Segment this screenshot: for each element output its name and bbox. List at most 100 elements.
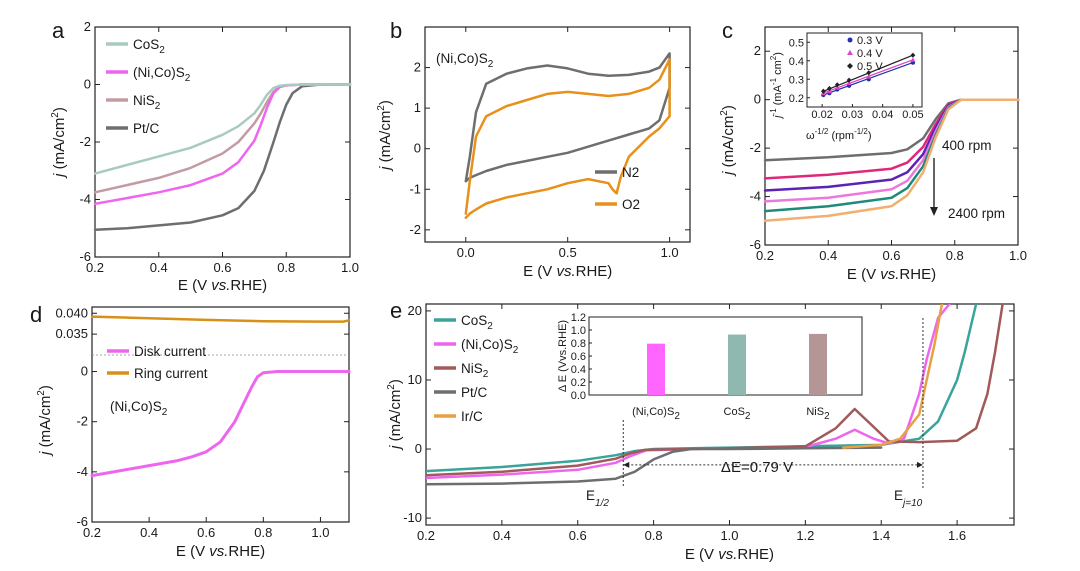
inset-point	[826, 85, 832, 92]
series-line	[464, 52, 671, 183]
y-tick-label: -2	[79, 134, 91, 149]
x-tick-label: 0.4	[140, 525, 158, 540]
y-tick-label: 2	[414, 60, 421, 75]
y-tick-label: -4	[749, 189, 761, 204]
x-tick-label: 0.5	[559, 245, 577, 260]
legend-entry: Pt/C	[461, 385, 488, 400]
y-tick-label: -6	[79, 249, 91, 264]
inset-point	[866, 70, 872, 76]
series-line	[464, 58, 671, 219]
inset-point	[910, 52, 916, 58]
inset-point	[820, 88, 826, 94]
x-tick-label: 1.0	[661, 245, 679, 260]
plot-frame	[424, 26, 691, 243]
x-tick-label: 1.6	[948, 528, 966, 543]
panel-letter: a	[52, 18, 65, 43]
panel-letter: c	[722, 18, 733, 43]
legend-entry: (Ni,Co)S2	[461, 337, 519, 356]
y-axis-label: j (mA/cm2)	[50, 107, 68, 179]
x-tick-label: 1.0	[720, 528, 738, 543]
panel-d: 0.2 0.4 0.6 0.8 1.0 0.035 0.040 -6 -4 -2 0 Disk cur…	[30, 302, 351, 560]
inset-legend-marker	[847, 63, 853, 69]
delta-e-arrow-left	[623, 461, 630, 468]
y-axis-label: j (mA/cm2)	[386, 379, 404, 451]
inset-kl-plot: 0.02 0.03 0.04 0.05 0.2 0.3 0.4 0.5 0.3 V0.4 V0.…	[769, 32, 924, 142]
y-tick-label: 0.040	[55, 305, 88, 320]
panel-b: 0.0 0.5 1.0 -2 -1 0 1 2 (Ni,Co)S2 N2 O2 b j (mA/cm2)…	[376, 18, 691, 280]
legend-entry: NiS2	[133, 93, 161, 112]
x-tick-label: 1.0	[341, 260, 359, 275]
inset-x-axis-label: ω-1/2 (rpm-1/2)	[806, 127, 872, 142]
x-tick-label: 1.4	[872, 528, 890, 543]
y-tick-label: 1	[414, 100, 421, 115]
inset-y-tick-label: 0.2	[789, 93, 804, 105]
e-half-label: E1/2	[586, 488, 609, 509]
y-axis-label: j (mA/cm2)	[719, 105, 737, 177]
y-tick-label: -6	[76, 514, 88, 529]
x-tick-label: 0.4	[493, 528, 511, 543]
inset-legend-label: 0.3 V	[857, 35, 883, 47]
y-tick-label: 2	[84, 19, 91, 34]
inset-point	[866, 73, 872, 79]
x-axis-label: E (V vs.RHE)	[176, 543, 265, 560]
x-tick-label: 0.8	[645, 528, 663, 543]
x-tick-label: 0.6	[569, 528, 587, 543]
x-axis-label: E (V vs.RHE)	[847, 266, 936, 283]
inset-y-tick-label: 0.6	[571, 351, 586, 363]
x-tick-label: 0.6	[197, 525, 215, 540]
x-axis-label: E (V vs.RHE)	[685, 546, 774, 563]
x-tick-label: 0.2	[756, 248, 774, 263]
x-tick-label: 0.4	[150, 260, 168, 275]
legend-entry: Pt/C	[133, 121, 160, 136]
x-tick-label: 0.2	[417, 528, 435, 543]
y-tick-label: -1	[409, 181, 421, 196]
legend-entry: (Ni,Co)S2	[133, 65, 191, 84]
inset-y-tick-label: 0.0	[571, 390, 586, 402]
inset-category-label: CoS2	[724, 406, 751, 422]
series-group	[426, 304, 1004, 486]
inset-bar	[809, 333, 827, 395]
x-tick-label: 1.0	[311, 525, 329, 540]
panel-letter: d	[30, 302, 42, 327]
panel-a: 0.2 0.4 0.6 0.8 1.0 -6 -4 -2 0 2 CoS2 (Ni,Co)S2 NiS2…	[50, 18, 359, 294]
sample-annotation: (Ni,Co)S2	[110, 399, 168, 418]
legend-entry: Ir/C	[461, 409, 483, 424]
inset-point	[910, 57, 916, 62]
inset-bar	[728, 334, 746, 395]
plot-frame	[425, 303, 1015, 526]
y-tick-label: -10	[403, 510, 422, 525]
x-tick-label: 0.4	[819, 248, 837, 263]
inset-y-tick-label: 1.2	[571, 312, 586, 324]
x-axis-label: E (V vs.RHE)	[523, 263, 612, 280]
inset-bar-chart: 0.00.20.40.60.81.01.2 (Ni,Co)S2 CoS2 NiS2 Δ …	[557, 312, 863, 422]
series-line	[426, 304, 1004, 477]
delta-e-label: ΔE=0.79 V	[721, 459, 793, 476]
inset-x-tick-label: 0.05	[902, 109, 923, 121]
legend-entry: Disk current	[134, 344, 206, 359]
delta-e-arrow-right	[916, 461, 923, 468]
y-axis-label: j (mA/cm2)	[376, 100, 394, 172]
y-tick-label: 20	[408, 303, 422, 318]
inset-legend-marker	[847, 50, 853, 55]
inset-point	[834, 82, 840, 88]
e-j10-label: Ej=10	[894, 488, 923, 509]
inset-x-tick-label: 0.03	[842, 109, 863, 121]
y-tick-label: -4	[79, 192, 91, 207]
y-tick-label: 0	[754, 92, 761, 107]
y-tick-label: 2	[754, 43, 761, 58]
series-line	[93, 83, 352, 175]
inset-y-axis-label: j-1 (mA-1 cm2)	[769, 52, 784, 120]
panel-letter: b	[390, 18, 402, 43]
x-axis-label: E (V vs.RHE)	[178, 277, 267, 294]
inset-y-tick-label: 1.0	[571, 325, 586, 337]
rpm-arrow-head	[930, 207, 938, 216]
inset-y-tick-label: 0.3	[789, 74, 804, 86]
x-tick-label: 0.6	[213, 260, 231, 275]
inset-y-tick-label: 0.5	[789, 37, 804, 49]
inset-category-label: (Ni,Co)S2	[632, 406, 680, 422]
y-tick-label: 0	[414, 141, 421, 156]
legend-entry: N2	[622, 165, 639, 180]
x-tick-label: 0.2	[86, 260, 104, 275]
y-axis-label: j (mA/cm2)	[36, 385, 54, 457]
